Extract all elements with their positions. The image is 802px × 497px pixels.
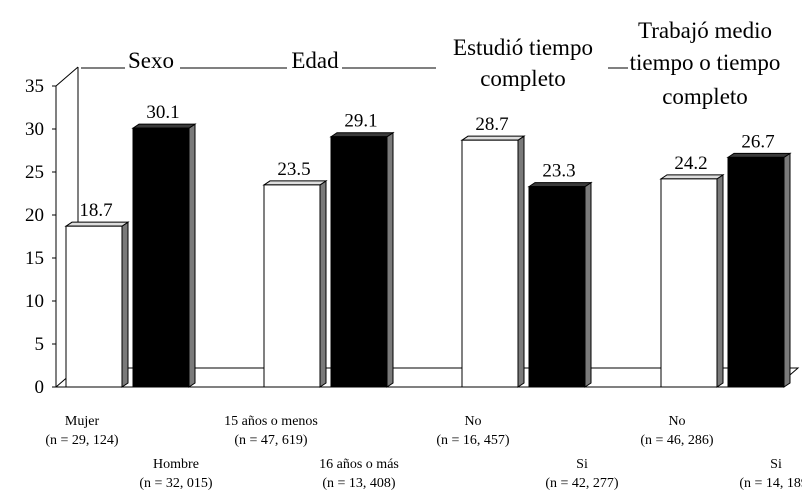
category-label: Si [576, 457, 588, 472]
y-tick-label: 5 [35, 334, 45, 355]
group-title: Edad [291, 48, 339, 73]
bar-side [121, 221, 129, 388]
bar-top [460, 135, 526, 141]
bar-value-label: 28.7 [475, 114, 508, 135]
category-label: Si [770, 457, 782, 472]
bar [660, 178, 718, 388]
bar-value-label: 29.1 [344, 111, 377, 132]
category-n-label: (n = 16, 457) [436, 433, 510, 448]
bar-top [131, 123, 197, 129]
category-label: Hombre [153, 457, 199, 472]
bar-top [329, 132, 395, 138]
category-label: 15 años o menos [224, 414, 318, 429]
y-tick-label: 0 [35, 377, 45, 398]
bar-value-label: 23.3 [542, 161, 575, 182]
bar-top [262, 180, 328, 186]
bar-side [188, 123, 196, 388]
category-label: No [668, 414, 685, 429]
bar-side [319, 179, 327, 388]
bar-top [64, 221, 130, 227]
axis-top-edge [55, 66, 79, 87]
category-n-label: (n = 14, 189) [739, 476, 802, 491]
y-tick-label: 15 [25, 248, 44, 269]
category-n-label: (n = 32, 015) [139, 476, 213, 491]
bar [461, 139, 519, 388]
y-tick-label: 35 [25, 76, 44, 97]
y-tick-label: 25 [25, 162, 44, 183]
y-tick-label: 10 [25, 291, 44, 312]
bar [727, 156, 785, 388]
bar-value-label: 23.5 [277, 159, 310, 180]
category-n-label: (n = 42, 277) [545, 476, 619, 491]
category-label: Mujer [65, 414, 100, 429]
bar-side [517, 135, 525, 388]
bar [528, 186, 586, 388]
bar-top [726, 152, 792, 158]
bar [330, 136, 388, 388]
bar-side [783, 152, 791, 388]
bar-top [527, 182, 593, 188]
y-tick-label: 20 [25, 205, 44, 226]
bar-side [584, 181, 592, 388]
bar [132, 127, 190, 388]
bar-top [659, 174, 725, 180]
group-title: tiempo o tiempo [630, 50, 781, 75]
group-title: completo [480, 66, 566, 91]
category-label: 16 años o más [319, 457, 399, 472]
group-title: Trabajó medio [638, 18, 772, 43]
group-title: Estudió tiempo [453, 35, 593, 60]
group-title: Sexo [128, 48, 174, 73]
y-tick-label: 30 [25, 119, 44, 140]
bar-value-label: 24.2 [674, 153, 707, 174]
group-title: completo [662, 84, 748, 109]
bar [65, 225, 123, 388]
bar-value-label: 26.7 [741, 131, 774, 152]
category-label: No [464, 414, 481, 429]
bar-value-label: 18.7 [79, 200, 112, 221]
category-n-label: (n = 46, 286) [640, 433, 714, 448]
bar-side [716, 173, 724, 388]
bar-side [386, 131, 394, 388]
category-n-label: (n = 13, 408) [322, 476, 396, 491]
category-n-label: (n = 47, 619) [234, 433, 308, 448]
bar [263, 184, 321, 388]
bar-value-label: 30.1 [146, 102, 179, 123]
category-n-label: (n = 29, 124) [45, 433, 119, 448]
